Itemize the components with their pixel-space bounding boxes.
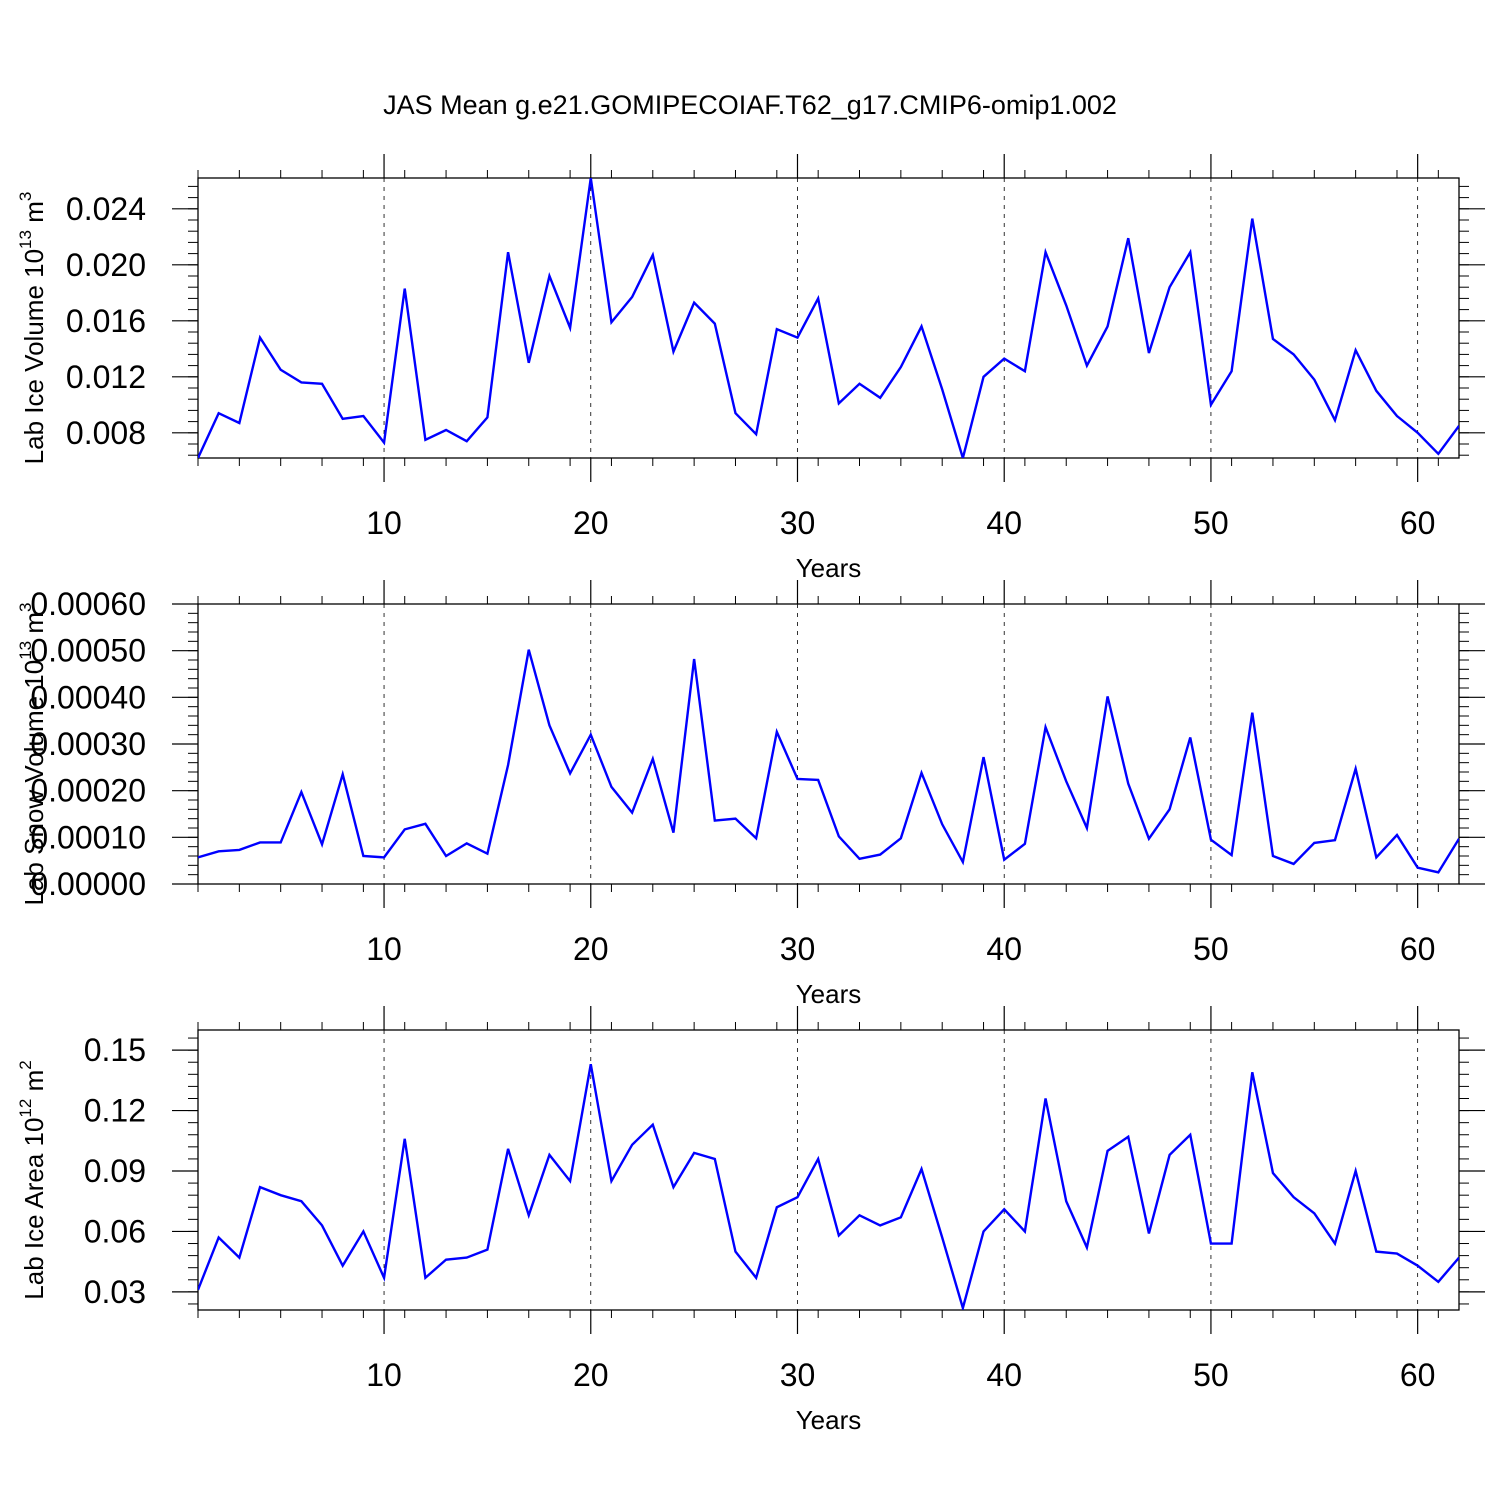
panel-2: 10 20 30 40 50 60 0.00000 0.00010 0.00020 0.00030… [16,580,1485,1009]
series-line [198,1064,1459,1310]
y-tick-label: 0.06 [84,1213,146,1249]
x-tick-label: 10 [366,505,402,541]
y-tick-label: 0.00050 [30,633,146,669]
series-line [198,178,1459,458]
x-tick-label: 20 [573,931,609,967]
y-tick-label: 0.00060 [30,586,146,622]
y-tick-label: 0.00030 [30,726,146,762]
y-tick-label: 0.008 [66,415,146,451]
chart-title: JAS Mean g.e21.GOMIPECOIAF.T62_g17.CMIP6… [383,90,1117,120]
x-tick-label: 30 [780,1357,816,1393]
plot-frame [197,177,1460,459]
panel-3: 10 20 30 40 50 60 0.03 0.06 0.09 0.12 0.15 Years Lab… [16,1006,1485,1435]
x-axis-label: Years [796,979,862,1009]
x-tick-label: 40 [986,1357,1022,1393]
series-line [198,649,1459,874]
x-tick-label: 60 [1400,1357,1436,1393]
x-tick-label: 60 [1400,505,1436,541]
y-tick-label: 0.012 [66,359,146,395]
plot-frame [197,1029,1460,1311]
panels: 10 20 30 40 50 60 0.008 0.012 0.016 0.020 0.024 Yea… [16,154,1485,1435]
x-axis-label: Years [796,1405,862,1435]
y-tick-label: 0.00000 [30,866,146,902]
y-tick-label: 0.020 [66,247,146,283]
y-axis-label: Lab Ice Volume 1013 m3 [16,192,49,465]
x-tick-label: 40 [986,505,1022,541]
x-tick-label: 40 [986,931,1022,967]
y-tick-label: 0.00040 [30,679,146,715]
y-tick-label: 0.024 [66,191,146,227]
y-tick-label: 0.016 [66,303,146,339]
x-tick-label: 20 [573,505,609,541]
x-axis-label: Years [796,553,862,583]
x-tick-label: 10 [366,1357,402,1393]
y-axis-label: Lab Ice Area 1012 m2 [16,1060,49,1299]
x-tick-label: 50 [1193,1357,1229,1393]
x-tick-label: 50 [1193,931,1229,967]
plot-frame [197,603,1460,885]
x-tick-label: 20 [573,1357,609,1393]
y-tick-label: 0.09 [84,1153,146,1189]
x-tick-label: 10 [366,931,402,967]
x-tick-label: 30 [780,931,816,967]
y-tick-label: 0.12 [84,1093,146,1129]
x-tick-label: 30 [780,505,816,541]
x-tick-label: 50 [1193,505,1229,541]
y-axis-label: Lab Snow Volume 1013 m3 [16,602,49,905]
y-tick-label: 0.03 [84,1274,146,1310]
y-tick-label: 0.00020 [30,773,146,809]
y-tick-label: 0.00010 [30,819,146,855]
panel-1: 10 20 30 40 50 60 0.008 0.012 0.016 0.020 0.024 Yea… [16,154,1485,583]
y-tick-label: 0.15 [84,1032,146,1068]
x-tick-label: 60 [1400,931,1436,967]
